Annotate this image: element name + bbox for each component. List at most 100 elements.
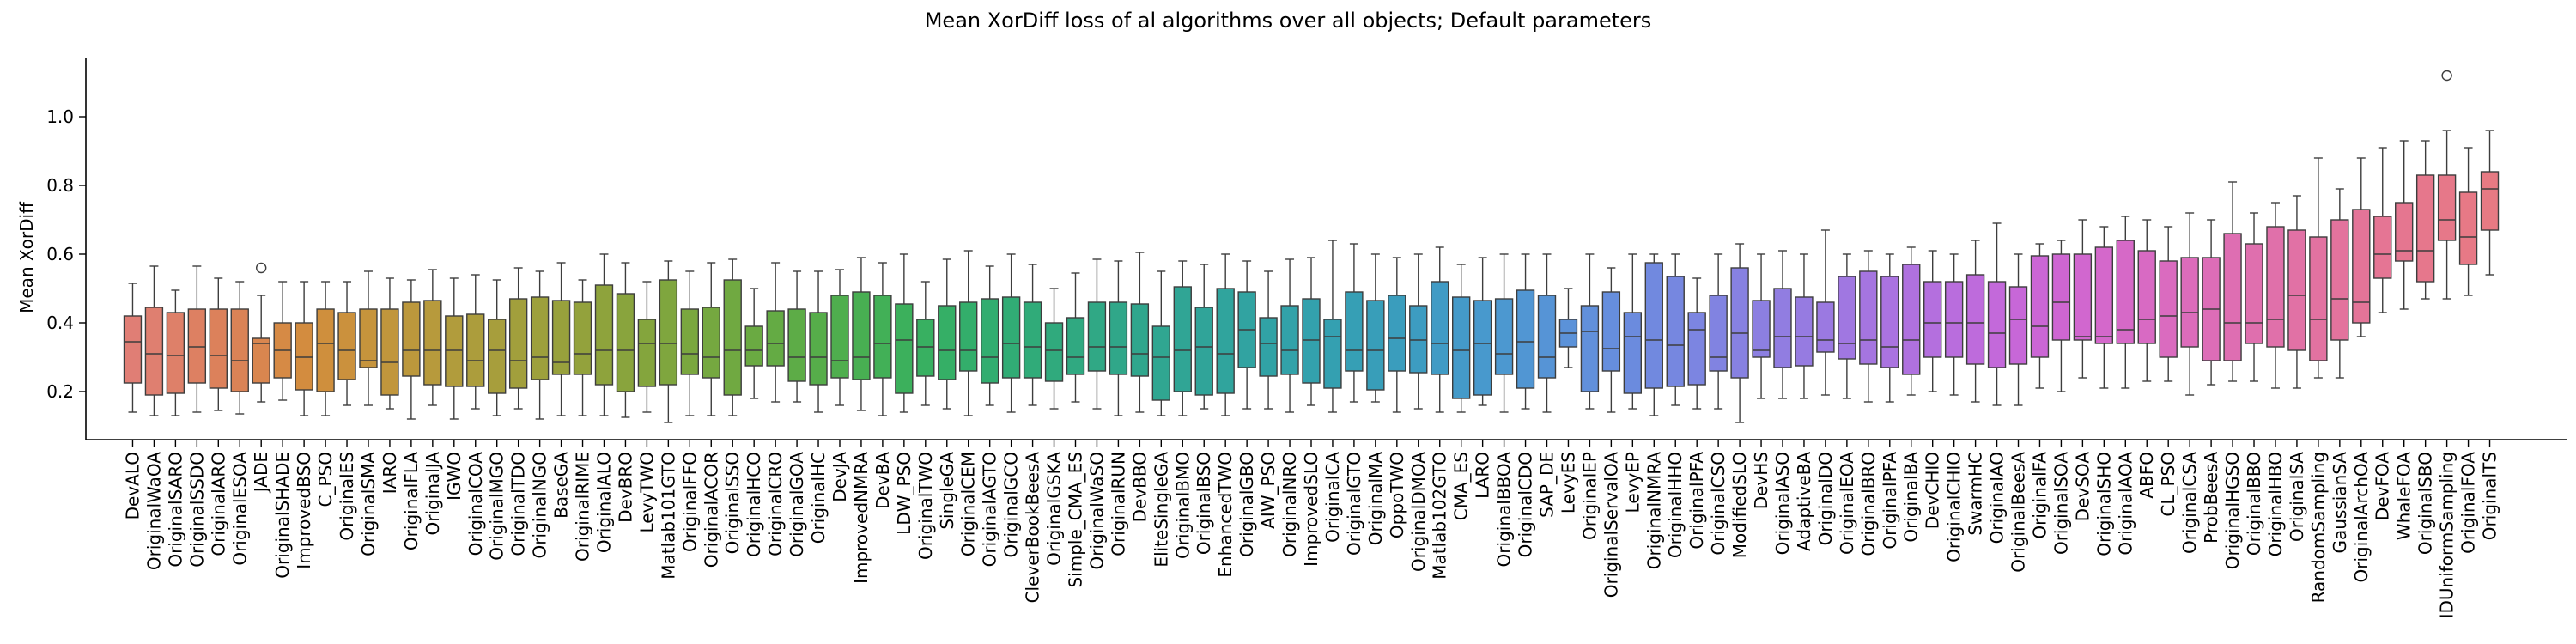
box-23	[616, 262, 635, 418]
box-29	[744, 288, 763, 399]
box-16	[466, 274, 485, 410]
box-iqr	[852, 291, 871, 380]
box-82	[1880, 253, 1899, 403]
box-iqr	[2330, 219, 2349, 341]
box-iqr	[1409, 305, 1428, 374]
x-tick-label: ProbBeesA	[2201, 452, 2221, 544]
box-iqr	[1345, 291, 1364, 372]
box-iqr	[2030, 255, 2050, 358]
x-tick-label: DevBRO	[615, 452, 635, 523]
x-tick-label: DevALO	[122, 452, 143, 519]
box-iqr	[1431, 281, 1449, 375]
box-0	[123, 283, 143, 413]
box-iqr	[1601, 291, 1621, 372]
x-tick-label: OriginalSA	[2287, 452, 2307, 542]
x-tick-label: OriginalAO	[1987, 452, 2008, 544]
x-tick-label: OriginalSHADE	[272, 452, 293, 579]
box-98	[2223, 181, 2242, 382]
x-tick-label: ImprovedBSO	[294, 452, 314, 569]
box-iqr	[1473, 300, 1492, 396]
box-49	[1173, 260, 1192, 416]
box-iqr	[316, 308, 335, 392]
box-iqr	[1366, 300, 1385, 391]
x-tick-label: OriginalGBO	[1236, 452, 1257, 557]
box-22	[594, 253, 614, 416]
y-tick-label: 0.2	[46, 381, 74, 402]
x-tick-label: DevBA	[872, 452, 893, 509]
x-tick-label: BaseGA	[551, 452, 572, 519]
box-iqr	[295, 322, 313, 391]
x-tick-label: OriginalBeesA	[2008, 452, 2029, 573]
box-65	[1516, 253, 1535, 410]
box-7	[273, 281, 292, 401]
x-tick-label: RandomSampling	[2308, 452, 2329, 603]
box-iqr	[1880, 276, 1899, 368]
box-92	[2094, 226, 2114, 389]
box-72	[1666, 253, 1685, 406]
box-iqr	[1923, 281, 1942, 358]
box-iqr	[1623, 312, 1643, 394]
box-iqr	[916, 319, 935, 377]
box-iqr	[1452, 296, 1471, 399]
box-101	[2287, 195, 2306, 389]
y-tick-label: 0.8	[46, 175, 74, 196]
box-41	[1001, 253, 1021, 413]
box-iqr	[488, 319, 507, 394]
box-iqr	[2008, 286, 2028, 365]
box-iqr	[1730, 267, 1749, 379]
x-tick-label: OriginalHCO	[744, 452, 764, 557]
box-91	[2073, 219, 2093, 379]
box-94	[2137, 219, 2156, 382]
box-iqr	[1151, 325, 1170, 401]
x-tick-label: OriginalTDO	[508, 452, 529, 556]
box-iqr	[551, 300, 571, 375]
x-tick-label: DevCHIO	[1923, 452, 1943, 529]
box-iqr	[1173, 286, 1192, 392]
box-iqr	[1644, 262, 1663, 389]
box-iqr	[2180, 257, 2199, 348]
box-iqr	[680, 308, 699, 375]
box-iqr	[123, 315, 143, 384]
box-88	[2008, 253, 2028, 406]
x-tick-label: OriginalSSDO	[186, 452, 207, 568]
x-tick-label: OriginalSSO	[722, 452, 743, 554]
box-iqr	[2094, 246, 2114, 344]
box-43	[1044, 288, 1064, 410]
x-tick-label: OriginalEOA	[1837, 452, 1857, 555]
box-iqr	[1494, 298, 1514, 375]
box-19	[530, 270, 550, 420]
box-10	[337, 281, 356, 406]
box-8	[295, 281, 313, 416]
box-iqr	[466, 313, 485, 387]
box-55	[1302, 257, 1321, 406]
box-18	[508, 267, 528, 410]
box-63	[1473, 257, 1492, 406]
box-47	[1130, 252, 1150, 413]
box-56	[1323, 240, 1342, 413]
x-tick-label: DevJA	[829, 452, 850, 502]
x-tick-label: OriginalServalOA	[1601, 452, 1621, 598]
x-tick-label: OriginalBMO	[1172, 452, 1193, 559]
x-tick-labels: DevALO OriginalWaOA OriginalSARO OriginalSS…	[122, 440, 2500, 618]
x-tick-label: OriginalCOA	[465, 452, 486, 556]
box-iqr	[1838, 276, 1856, 360]
box-20	[551, 262, 571, 416]
box-80	[1838, 253, 1856, 399]
box-28	[723, 258, 742, 416]
box-86	[1965, 240, 1985, 403]
box-iqr	[723, 279, 742, 396]
box-102	[2309, 157, 2328, 379]
x-tick-label: ImprovedSLO	[1301, 452, 1321, 567]
x-tick-label: C_PSO	[315, 452, 336, 507]
box-iqr	[809, 312, 828, 386]
x-tick-label: OriginalGCO	[1001, 452, 1022, 557]
x-tick-label: OriginalMA	[1365, 452, 1386, 546]
box-33	[830, 269, 849, 406]
x-tick-label: OriginalCDO	[1516, 452, 1536, 557]
box-iqr	[445, 315, 464, 387]
x-tick-label: OriginalPFA	[1880, 452, 1900, 550]
box-95	[2159, 226, 2178, 382]
box-iqr	[2373, 216, 2392, 279]
box-106	[2395, 140, 2414, 310]
x-tick-label: OriginalJA	[422, 452, 443, 536]
